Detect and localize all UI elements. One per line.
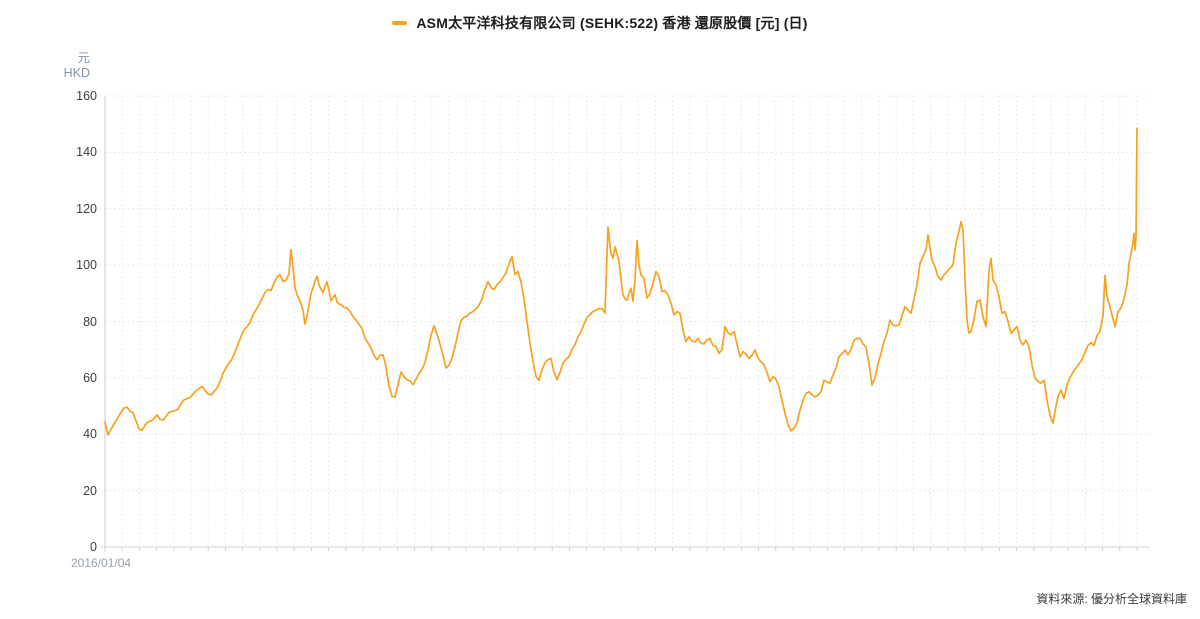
y-tick-label: 140 [76, 145, 97, 160]
y-axis-currency-label: HKD [63, 66, 90, 80]
y-tick-label: 100 [76, 258, 97, 273]
price-series-line [104, 127, 1138, 436]
legend: ASM太平洋科技有限公司 (SEHK:522) 香港 還原股價 [元] (日) [0, 13, 1200, 33]
series-color-swatch [392, 21, 408, 25]
y-axis-unit-block: 元 HKD [52, 51, 90, 81]
y-tick-label: 0 [90, 540, 97, 554]
y-axis-unit-label: 元 [77, 51, 90, 65]
y-tick-label: 120 [76, 201, 97, 216]
y-tick-label: 160 [76, 89, 97, 103]
legend-item[interactable]: ASM太平洋科技有限公司 (SEHK:522) 香港 還原股價 [元] (日) [392, 13, 807, 33]
x-axis-start-label: 2016/01/04 [71, 556, 132, 570]
y-tick-label: 40 [83, 427, 97, 442]
chart-title: ASM太平洋科技有限公司 (SEHK:522) 香港 還原股價 [元] (日) [416, 15, 808, 31]
data-source-note: 資料來源: 優分析全球資料庫 [1036, 592, 1187, 606]
y-tick-label: 20 [83, 483, 97, 498]
y-tick-label: 60 [83, 370, 97, 385]
y-tick-label: 80 [83, 314, 97, 329]
